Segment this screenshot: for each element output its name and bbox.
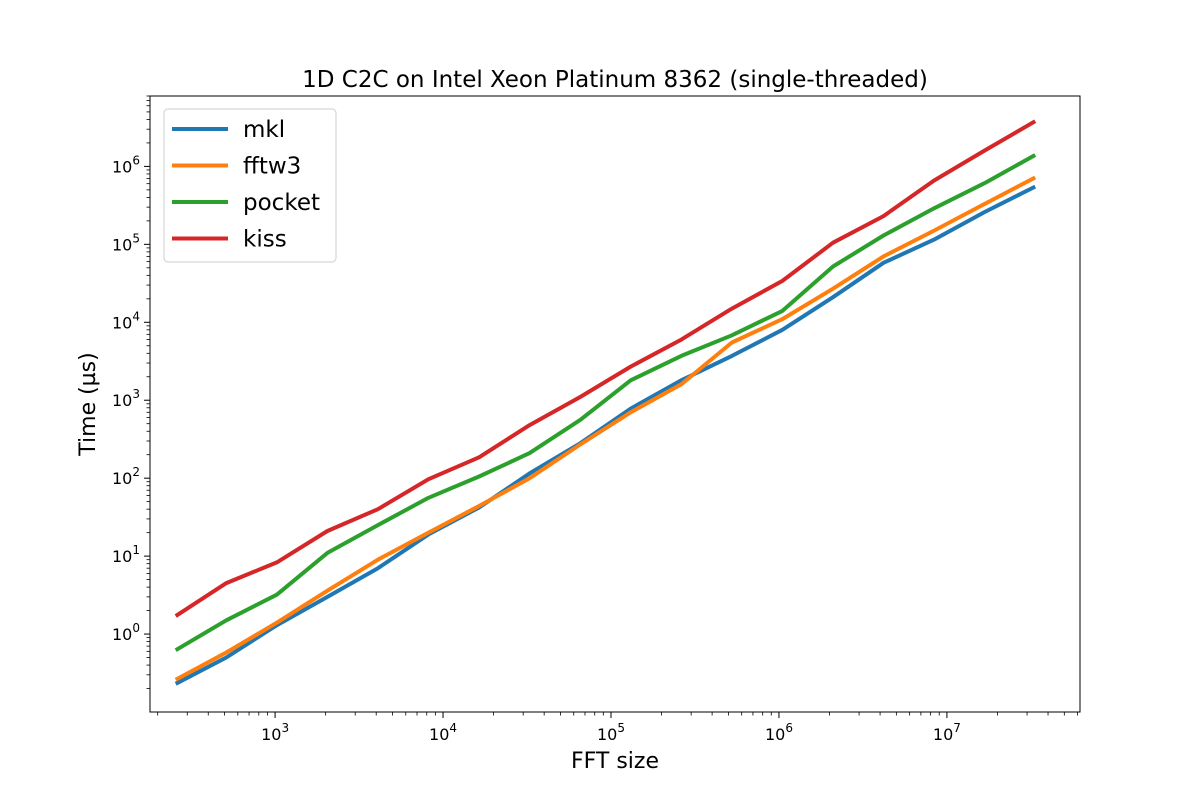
series-line-fftw3 [174,175,1037,682]
x-axis-label: FFT size [571,749,659,774]
series-line-pocket [174,153,1037,652]
plot-lines [174,119,1037,686]
x-tick-label: 105 [597,721,625,744]
chart-title: 1D C2C on Intel Xeon Platinum 8362 (sing… [302,67,928,93]
legend-label-pocket: pocket [243,190,320,216]
x-axis-ticks: 103 104 105 106 107 [157,712,1079,744]
y-tick-label: 105 [112,231,140,254]
legend: mkl fftw3 pocket kiss [163,108,337,263]
legend-label-mkl: mkl [243,117,285,143]
y-tick-label: 106 [112,153,140,176]
legend-label-fftw3: fftw3 [243,154,301,180]
x-tick-label: 104 [429,721,457,744]
legend-box [163,108,337,263]
x-tick-label: 107 [933,721,961,744]
y-tick-label: 101 [112,543,140,566]
x-tick-label: 106 [765,721,793,744]
series-line-mkl [174,184,1037,686]
series-line-kiss [174,119,1037,618]
y-tick-label: 104 [112,309,140,332]
y-axis-ticks: 100 101 102 103 104 105 106 [112,95,150,689]
y-tick-label: 100 [112,621,140,644]
y-tick-label: 103 [112,387,140,410]
y-tick-label: 102 [112,465,140,488]
y-axis-label: Time (µs) [76,352,101,456]
x-tick-label: 103 [261,721,289,744]
legend-label-kiss: kiss [243,227,287,253]
